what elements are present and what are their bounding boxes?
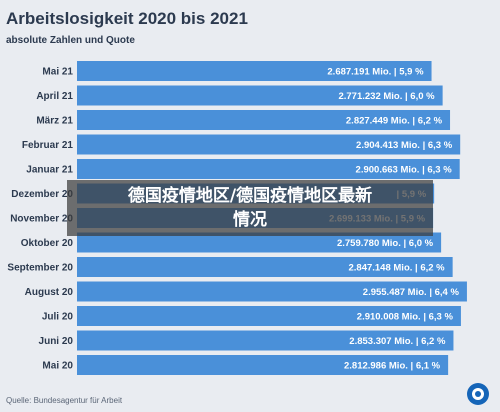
value-label: 2.812.986 Mio. | 6,1 % bbox=[344, 361, 441, 372]
bar bbox=[77, 61, 432, 81]
chart-subtitle: absolute Zahlen und Quote bbox=[6, 35, 135, 46]
overlay-headline: 德国疫情地区/德国疫情地区最新情况 bbox=[127, 186, 373, 230]
value-label: 2.687.191 Mio. | 5,9 % bbox=[327, 67, 424, 78]
value-label: 2.827.449 Mio. | 6,2 % bbox=[346, 116, 443, 127]
category-label: Juli 20 bbox=[42, 312, 74, 323]
bar bbox=[77, 330, 454, 351]
value-label: 2.955.487 Mio. | 6,4 % bbox=[363, 287, 460, 298]
category-label: März 21 bbox=[36, 116, 73, 127]
bar bbox=[77, 306, 461, 326]
bar bbox=[77, 232, 442, 253]
tagesschau-logo-icon bbox=[467, 383, 489, 405]
value-label: 2.853.307 Mio. | 6,2 % bbox=[349, 336, 446, 347]
bar bbox=[77, 110, 451, 130]
headline-overlay: 德国疫情地区/德国疫情地区最新情况 bbox=[67, 180, 433, 236]
category-label: August 20 bbox=[25, 287, 74, 298]
category-label: Februar 21 bbox=[22, 140, 74, 151]
category-label: Dezember 20 bbox=[11, 189, 73, 200]
category-label: April 21 bbox=[36, 91, 73, 102]
value-label: 2.904.413 Mio. | 6,3 % bbox=[356, 140, 453, 151]
value-label: 2.900.663 Mio. | 6,3 % bbox=[356, 165, 453, 176]
bar bbox=[77, 85, 443, 106]
bar bbox=[77, 281, 467, 302]
source-note: Quelle: Bundesagentur für Arbeit bbox=[6, 396, 123, 405]
chart-title: Arbeitslosigkeit 2020 bis 2021 bbox=[6, 9, 248, 28]
value-label: 2.771.232 Mio. | 6,0 % bbox=[338, 91, 435, 102]
value-label: 2.847.148 Mio. | 6,2 % bbox=[348, 263, 445, 274]
bar bbox=[77, 355, 449, 375]
category-label: November 20 bbox=[10, 214, 73, 225]
bar bbox=[77, 159, 460, 179]
category-label: Juni 20 bbox=[39, 336, 74, 347]
value-label: 2.910.008 Mio. | 6,3 % bbox=[357, 312, 454, 323]
bar bbox=[77, 134, 461, 155]
category-label: Mai 21 bbox=[42, 67, 73, 78]
category-label: Mai 20 bbox=[42, 361, 73, 372]
value-label: 2.759.780 Mio. | 6,0 % bbox=[337, 238, 434, 249]
bar bbox=[77, 257, 453, 277]
category-label: Januar 21 bbox=[26, 165, 73, 176]
category-label: September 20 bbox=[7, 263, 73, 274]
category-label: Oktober 20 bbox=[21, 238, 74, 249]
